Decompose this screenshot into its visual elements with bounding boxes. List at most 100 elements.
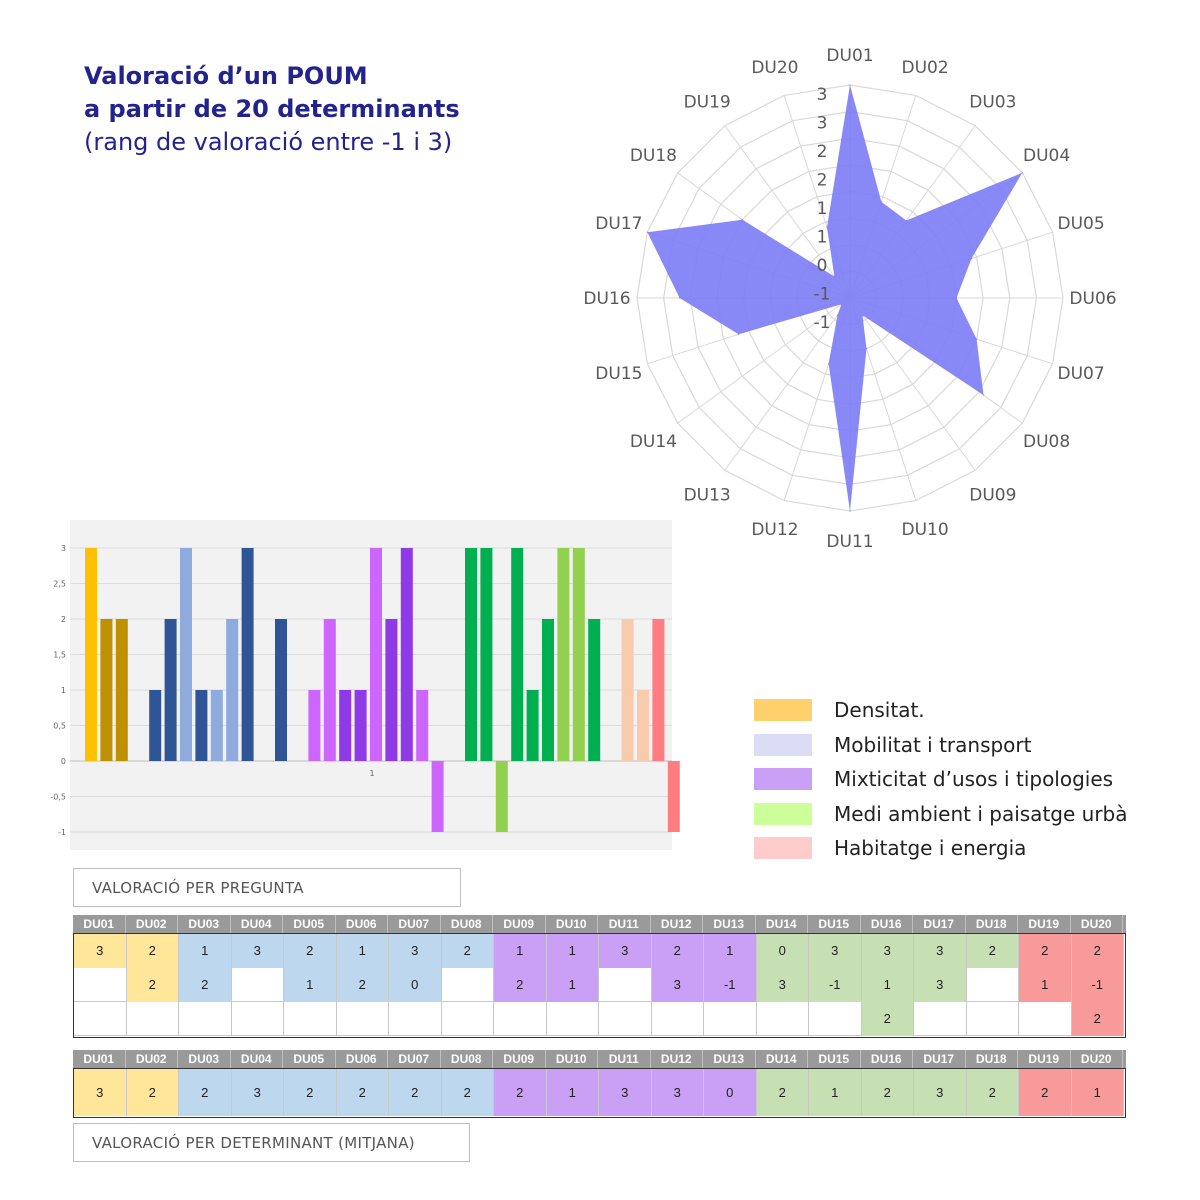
table-cell: 2 — [336, 968, 389, 1002]
column-header: DU13 — [703, 1050, 756, 1068]
radar-category-label: DU01 — [826, 46, 873, 66]
table-cell: 3 — [74, 1069, 127, 1116]
table-cell: 3 — [599, 1069, 652, 1116]
radar-point — [840, 303, 842, 305]
column-header: DU17 — [913, 1050, 966, 1068]
table-cell: 2 — [126, 934, 179, 968]
title-line-1: Valoració d’un POUM — [84, 62, 368, 90]
table-cell — [966, 968, 1019, 1002]
table-cell: 0 — [389, 968, 442, 1002]
table-cell: 1 — [1019, 968, 1072, 1002]
radar-category-label: DU06 — [1069, 289, 1116, 309]
radar-point — [1021, 172, 1023, 174]
table-cell: 2 — [179, 1069, 232, 1116]
radar-spoke — [724, 297, 851, 471]
column-header: DU03 — [178, 915, 231, 933]
legend-swatch — [754, 802, 812, 825]
column-header: DU04 — [231, 915, 283, 933]
radar-point — [828, 363, 830, 365]
column-header: DU14 — [756, 915, 808, 933]
bar-y-tick-label: 1,5 — [53, 651, 66, 660]
radar-category-label: DU04 — [1023, 146, 1070, 166]
radar-spoke — [849, 297, 976, 471]
legend-swatch — [754, 837, 812, 860]
bar-y-tick-label: 1 — [61, 686, 66, 695]
column-header: DU07 — [388, 915, 441, 933]
table-cell — [74, 968, 127, 1002]
table-cell: 2 — [336, 1069, 389, 1116]
column-header: DU02 — [126, 915, 178, 933]
column-header: DU15 — [808, 1050, 861, 1068]
table-cell — [494, 1002, 547, 1036]
column-header: DU04 — [231, 1050, 283, 1068]
radar-point — [880, 201, 882, 203]
legend-item: Medi ambient i paisatge urbà — [754, 797, 1128, 832]
bar — [588, 619, 601, 761]
legend-label: Mixticitat d’usos i tipologies — [834, 767, 1114, 792]
table-cell: 1 — [336, 934, 389, 968]
legend-label: Densitat. — [834, 698, 925, 723]
table-cell: 3 — [861, 934, 914, 968]
table-cell: 3 — [914, 934, 967, 968]
table-cell: 2 — [284, 934, 337, 968]
bar — [180, 548, 192, 761]
radar-point — [970, 257, 973, 260]
radar-point — [849, 84, 851, 86]
table-cell: 2 — [441, 934, 494, 968]
radar-category-label: DU16 — [583, 289, 630, 309]
table-cell — [546, 1002, 599, 1036]
table-cell: 3 — [651, 968, 704, 1002]
column-header: DU12 — [651, 915, 703, 933]
table-cell: 1 — [1071, 1069, 1124, 1116]
radar-category-label: DU03 — [969, 92, 1016, 112]
legend-label: Medi ambient i paisatge urbà — [834, 801, 1128, 826]
bar — [465, 548, 477, 761]
table-cell — [1019, 1002, 1072, 1036]
bar — [621, 619, 634, 761]
column-header: DU16 — [861, 1050, 913, 1068]
bar-y-tick-label: 0,5 — [53, 722, 66, 731]
table-cell — [651, 1002, 704, 1036]
radar-category-label: DU13 — [684, 486, 731, 506]
bar — [526, 690, 539, 761]
table-cell: 3 — [231, 934, 284, 968]
column-header: DU01 — [73, 915, 126, 933]
radar-chart: 3 3 2 2 1 1 0 -1 -1 DU01 DU02 DU03 DU04 DU05 DU06 DU07 D… — [583, 46, 1116, 552]
table-cell — [74, 1002, 127, 1036]
table-cell: 2 — [126, 968, 179, 1002]
table-cell: 3 — [599, 934, 652, 968]
table-cell: 2 — [494, 968, 547, 1002]
table-cell: 1 — [546, 934, 599, 968]
bar — [542, 619, 554, 761]
legend-swatch — [754, 768, 812, 791]
table-cell: 2 — [284, 1069, 337, 1116]
chart-title: Valoració d’un POUM a partir de 20 deter… — [84, 60, 460, 159]
bar-y-tick-label: 0 — [61, 757, 66, 766]
column-header: DU11 — [598, 915, 651, 933]
radar-axis-tick-label: -1 — [814, 313, 831, 333]
table-cell: 1 — [809, 1069, 862, 1116]
table-cell — [284, 1002, 337, 1036]
bar — [210, 690, 223, 761]
table-cell: 2 — [494, 1069, 547, 1116]
radar-category-label: DU10 — [902, 520, 949, 540]
radar-point — [826, 226, 828, 228]
column-header: DU17 — [913, 915, 966, 933]
table-cell — [756, 1002, 809, 1036]
table-cell: 0 — [756, 934, 809, 968]
radar-category-label: DU07 — [1058, 364, 1105, 384]
title-subtitle: (rang de valoració entre -1 i 3) — [84, 128, 453, 156]
radar-point — [849, 510, 851, 512]
table-cell — [441, 968, 494, 1002]
bar — [652, 619, 665, 761]
table-row: 2 2 1 2 0 2 1 3 -1 3 -1 1 3 1 -1 — [74, 968, 1125, 1002]
column-header: DU18 — [966, 1050, 1018, 1068]
table-cell — [599, 968, 652, 1002]
bar — [557, 548, 570, 761]
radar-axis-tick-label: -1 — [814, 285, 831, 305]
table-cell: 2 — [1019, 934, 1072, 968]
table-cell — [231, 968, 284, 1002]
bar-x-tick-label: 1 — [369, 769, 374, 778]
